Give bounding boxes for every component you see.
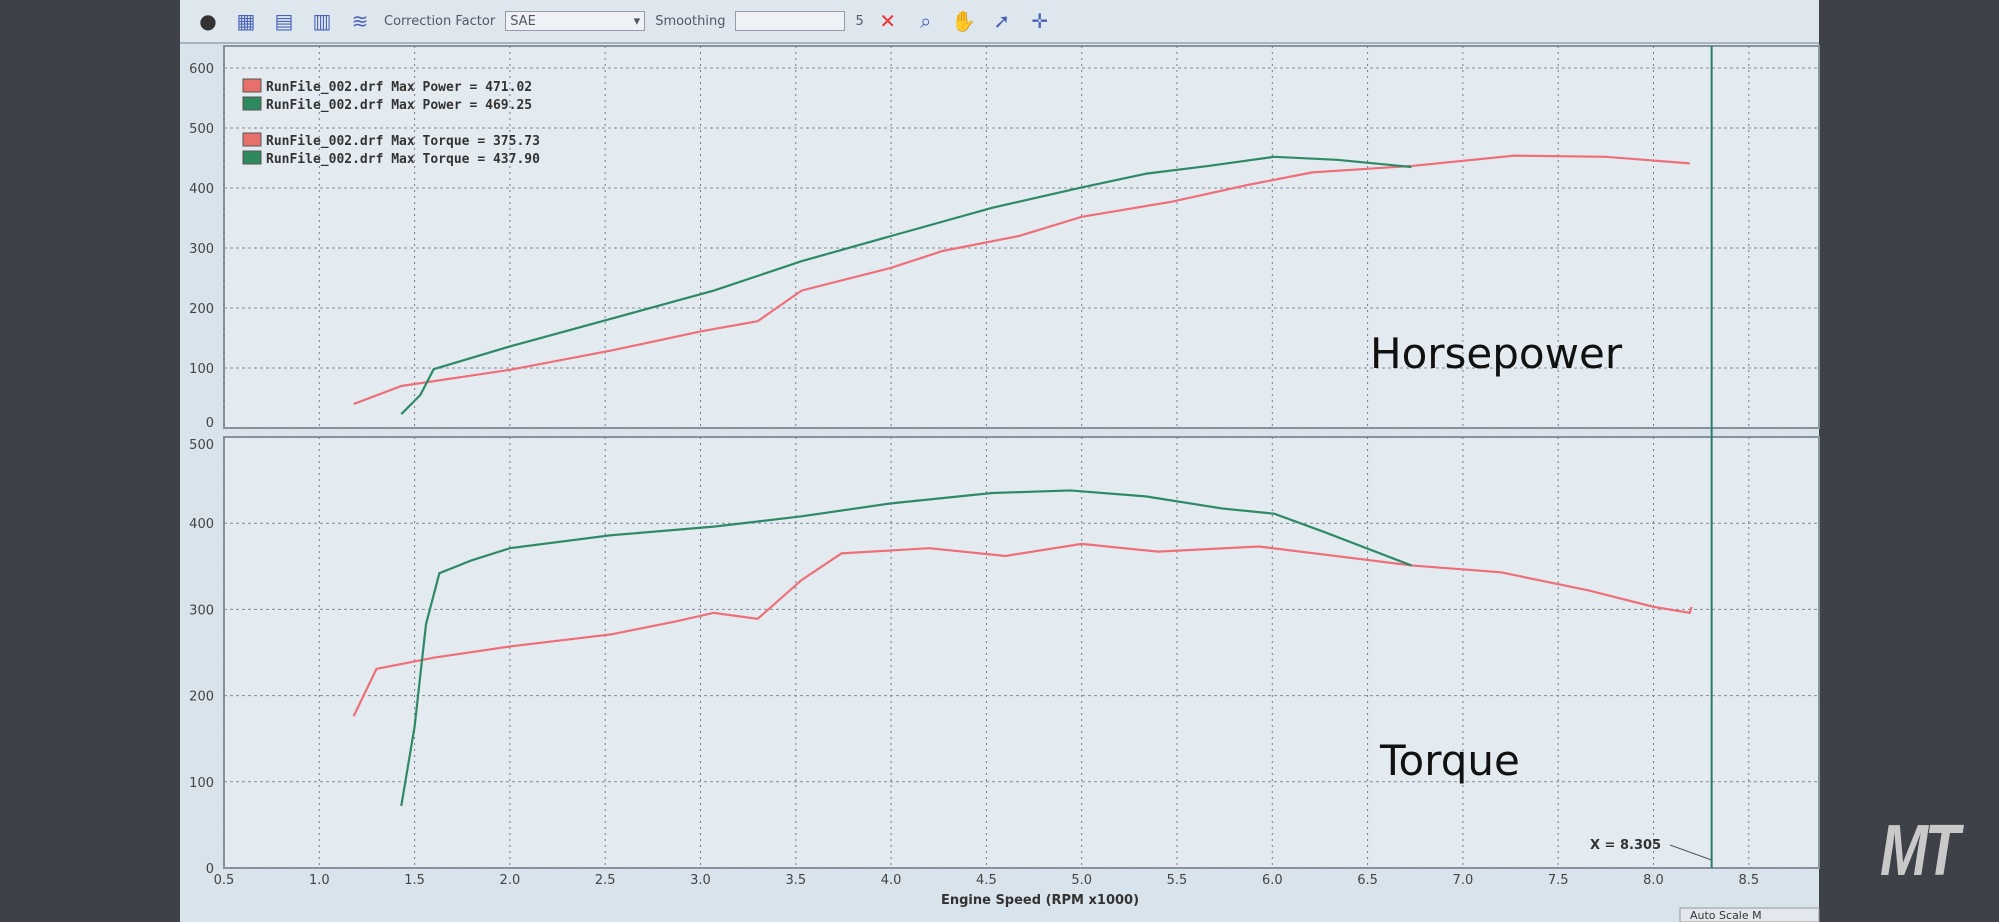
plot-area-0 bbox=[223, 45, 1820, 429]
crosshair-icon[interactable]: ✛ bbox=[1031, 9, 1049, 33]
legend-swatch bbox=[242, 150, 262, 165]
y-tick-label: 400 bbox=[189, 182, 214, 197]
y-tick-label: 300 bbox=[189, 603, 214, 618]
y-tick-label: 500 bbox=[189, 122, 214, 137]
x-tick-label: 8.5 bbox=[1738, 873, 1759, 888]
y-tick-label: 200 bbox=[189, 690, 214, 705]
y-tick-label: 200 bbox=[189, 302, 214, 317]
y-tick-label: 100 bbox=[189, 362, 214, 377]
series-line-1-0 bbox=[352, 542, 1693, 717]
x-axis-label: Engine Speed (RPM x1000) bbox=[941, 893, 1139, 908]
x-tick-label: 5.5 bbox=[1167, 873, 1188, 888]
correction-label: Correction Factor bbox=[384, 13, 496, 29]
pan-icon[interactable]: ✋ bbox=[951, 9, 977, 33]
legend-entry: RunFile_002.drf Max Power = 471.02 bbox=[266, 80, 532, 95]
legend-entry: RunFile_002.drf Max Torque = 437.90 bbox=[266, 152, 540, 167]
panel-label: Torque bbox=[1379, 736, 1520, 785]
waves-icon[interactable]: ≋ bbox=[351, 9, 369, 33]
cursor-leader bbox=[1669, 844, 1712, 861]
y-tick-label: 0 bbox=[206, 416, 214, 431]
legend-swatch bbox=[242, 132, 262, 147]
x-tick-label: 6.5 bbox=[1357, 873, 1378, 888]
y-tick-label: 600 bbox=[189, 62, 214, 77]
chart-icon[interactable]: ▦ bbox=[236, 9, 256, 33]
panel-label: Horsepower bbox=[1370, 329, 1623, 378]
legend-entry: RunFile_002.drf Max Power = 469.25 bbox=[266, 98, 532, 113]
x-tick-label: 2.0 bbox=[500, 873, 521, 888]
x-tick-label: 8.0 bbox=[1643, 873, 1664, 888]
plot-area-1 bbox=[223, 436, 1820, 869]
zoom-icon[interactable]: ⌕ bbox=[920, 9, 932, 33]
y-tick-label: 500 bbox=[189, 438, 214, 453]
auto-scale-button bbox=[1679, 907, 1820, 922]
legend-entry: RunFile_002.drf Max Torque = 375.73 bbox=[266, 134, 540, 149]
x-tick-label: 4.0 bbox=[881, 873, 902, 888]
correction-select[interactable]: SAE ▾ bbox=[505, 11, 646, 31]
y-tick-label: 400 bbox=[189, 517, 214, 532]
series-line-1-1 bbox=[400, 489, 1412, 807]
x-tick-label: 7.0 bbox=[1453, 873, 1474, 888]
x-tick-label: 4.5 bbox=[976, 873, 997, 888]
smoothing-value: 5 bbox=[855, 13, 864, 29]
x-tick-label: 1.0 bbox=[309, 873, 330, 888]
cursor-icon[interactable]: ➚ bbox=[993, 9, 1011, 33]
cursor-label: X = 8.305 bbox=[1590, 838, 1661, 853]
y-tick-label: 0 bbox=[206, 862, 214, 877]
legend-swatch bbox=[242, 96, 262, 111]
smoothing-slider[interactable] bbox=[735, 11, 846, 31]
toolbar: ● ▦ ▤ ▥ ≋ Correction Factor SAE ▾ Smoothi… bbox=[180, 0, 1819, 44]
correction-value: SAE bbox=[510, 13, 536, 29]
x-tick-label: 1.5 bbox=[404, 873, 425, 888]
auto-scale-label: Auto Scale M bbox=[1690, 909, 1762, 922]
x-tick-label: 6.0 bbox=[1262, 873, 1283, 888]
logo-icon: ● bbox=[199, 9, 217, 33]
smoothing-label: Smoothing bbox=[655, 13, 726, 29]
legend-swatch bbox=[242, 78, 262, 93]
x-tick-label: 5.0 bbox=[1071, 873, 1092, 888]
series-line-0-0 bbox=[353, 154, 1690, 406]
series-line-0-1 bbox=[400, 155, 1412, 415]
y-tick-label: 100 bbox=[189, 776, 214, 791]
x-tick-label: 3.0 bbox=[690, 873, 711, 888]
x-tick-label: 0.5 bbox=[214, 873, 235, 888]
grid-icon[interactable]: ▥ bbox=[312, 9, 332, 33]
graph-icon[interactable]: ▤ bbox=[274, 9, 294, 33]
mt-logo: MT bbox=[1880, 811, 1960, 891]
x-tick-label: 3.5 bbox=[785, 873, 806, 888]
delete-icon[interactable]: ✕ bbox=[879, 9, 897, 33]
y-tick-label: 300 bbox=[189, 242, 214, 257]
x-tick-label: 7.5 bbox=[1548, 873, 1569, 888]
x-tick-label: 2.5 bbox=[595, 873, 616, 888]
chevron-down-icon: ▾ bbox=[633, 13, 641, 29]
